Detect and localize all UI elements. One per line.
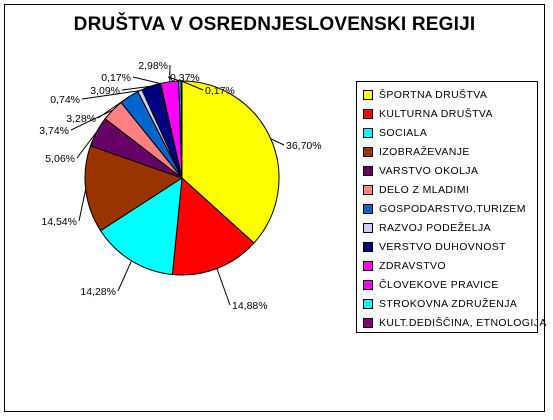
legend-label: KULTURNA DRUŠTVA xyxy=(379,108,493,120)
legend-item: GOSPODARSTVO,TURIZEM xyxy=(363,200,526,218)
legend-label: VERSTVO DUHOVNOST xyxy=(379,241,506,253)
legend-label: KULT.DEDIŠČINA, ETNOLOGIJA xyxy=(379,317,547,329)
legend-swatch xyxy=(363,147,373,157)
pie-slices xyxy=(84,80,280,276)
data-label: 0,17% xyxy=(205,85,235,97)
data-label: 0,17% xyxy=(101,72,131,84)
legend-item: IZOBRAŽEVANJE xyxy=(363,143,470,161)
legend-item: DELO Z MLADIMI xyxy=(363,181,469,199)
leader-line xyxy=(167,76,180,82)
data-label: 0,74% xyxy=(50,94,80,106)
legend-label: ČLOVEKOVE PRAVICE xyxy=(379,279,499,291)
legend-swatch xyxy=(363,90,373,100)
legend-item: STROKOVNA ZDRUŽENJA xyxy=(363,295,517,313)
chart-title: DRUŠTVA V OSREDNJESLOVENSKI REGIJI xyxy=(73,14,476,35)
legend-swatch xyxy=(363,166,373,176)
leader-line xyxy=(121,85,151,91)
legend-label: ŠPORTNA DRUŠTVA xyxy=(379,89,488,101)
leader-line xyxy=(70,109,113,131)
data-label: 36,70% xyxy=(286,140,322,152)
data-label: 2,98% xyxy=(138,60,168,72)
legend-item: ŠPORTNA DRUŠTVA xyxy=(363,86,487,104)
legend-label: SOCIALA xyxy=(379,127,428,139)
legend-item: RAZVOJ PODEŽELJA xyxy=(363,219,491,237)
leader-line xyxy=(117,260,132,292)
leader-line xyxy=(97,96,130,119)
leader-lines xyxy=(70,64,285,306)
legend-item: SOCIALA xyxy=(363,124,427,142)
legend-swatch xyxy=(363,242,373,252)
pie-slice xyxy=(99,177,183,276)
leader-line xyxy=(78,189,87,222)
data-label: 14,28% xyxy=(80,286,116,298)
data-labels: 36,70% 14,88% 14,28% 14,54% 5,06% 3,74%3,28% 0… xyxy=(39,60,321,312)
legend-label: VARSTVO OKOLJA xyxy=(379,165,479,177)
legend-item: ZDRAVSTVO xyxy=(363,257,446,275)
legend-item: KULT.DEDIŠČINA, ETNOLOGIJA xyxy=(363,314,547,332)
legend-swatch xyxy=(363,204,373,214)
legend-swatch xyxy=(363,128,373,138)
legend-item: VERSTVO DUHOVNOST xyxy=(363,238,506,256)
legend-label: RAZVOJ PODEŽELJA xyxy=(379,222,492,234)
legend-swatch xyxy=(363,261,373,271)
legend-swatch xyxy=(363,318,373,328)
legend-label: IZOBRAŽEVANJE xyxy=(379,146,470,158)
leader-line xyxy=(181,80,204,91)
data-label: 0,37% xyxy=(170,72,200,84)
pie-slice xyxy=(171,176,255,276)
data-label: 3,09% xyxy=(90,85,120,97)
legend-swatch xyxy=(363,109,373,119)
legend-label: ZDRAVSTVO xyxy=(379,260,446,272)
legend-label: STROKOVNA ZDRUŽENJA xyxy=(379,298,518,310)
leader-line xyxy=(132,76,161,84)
legend-label: DELO Z MLADIMI xyxy=(379,184,470,196)
legend-label: GOSPODARSTVO,TURIZEM xyxy=(379,203,526,215)
legend-item: VARSTVO OKOLJA xyxy=(363,162,478,180)
leader-line xyxy=(81,90,140,100)
data-label: 14,54% xyxy=(41,216,77,228)
data-label: 14,88% xyxy=(232,300,268,312)
legend-item: ČLOVEKOVE PRAVICE xyxy=(363,276,499,294)
data-label: 5,06% xyxy=(45,153,75,165)
legend-swatch xyxy=(363,280,373,290)
legend: ŠPORTNA DRUŠTVA KULTURNA DRUŠTVA SOCIALA IZ… xyxy=(356,81,546,333)
data-label: 3,74% xyxy=(39,125,69,137)
legend-swatch xyxy=(363,299,373,309)
legend-swatch xyxy=(363,185,373,195)
legend-item: KULTURNA DRUŠTVA xyxy=(363,105,493,123)
leader-line xyxy=(216,268,231,306)
data-label: 3,28% xyxy=(66,113,96,125)
pie-slice xyxy=(84,145,184,232)
leader-line xyxy=(270,138,285,146)
leader-line xyxy=(76,131,98,159)
legend-swatch xyxy=(363,223,373,233)
